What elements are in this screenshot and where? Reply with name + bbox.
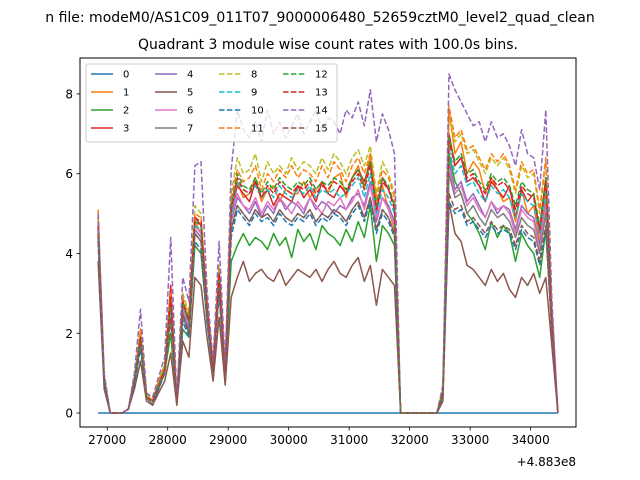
figure-suptitle: n file: modeM0/AS1C09_011T07_9000006480_… [45,10,594,26]
legend-label: 3 [123,124,129,135]
x-tick-label: 27000 [88,433,126,447]
y-axis-ticks: 0 2 4 6 8 [65,87,80,421]
x-tick-label: 33000 [451,433,489,447]
legend-label: 10 [251,106,264,117]
x-tick-label: 32000 [391,433,429,447]
series-line-15 [97,192,559,414]
plot-frame [79,57,577,428]
legend-label: 11 [251,124,264,135]
legend-label: 0 [123,70,129,81]
chart-title: Quadrant 3 module wise count rates with … [138,37,518,53]
plot-lines [97,73,559,414]
x-tick-label: 28000 [149,433,187,447]
legend-label: 5 [187,88,193,99]
y-tick-label: 6 [65,167,73,181]
x-tick-label: 31000 [330,433,368,447]
series-line-12 [97,137,559,414]
legend-label: 15 [315,124,328,135]
series-line-5 [97,200,559,414]
legend-label: 2 [123,106,129,117]
x-tick-label: 30000 [270,433,308,447]
x-offset-text: +4.883e8 [517,455,576,469]
legend-label: 4 [187,70,193,81]
y-tick-label: 0 [65,407,73,421]
y-tick-label: 4 [65,247,73,261]
y-tick-label: 8 [65,87,73,101]
x-tick-label: 34000 [512,433,550,447]
series-line-4 [97,160,559,414]
x-tick-label: 29000 [209,433,247,447]
legend-label: 9 [251,88,257,99]
y-tick-label: 2 [65,327,73,341]
legend-label: 1 [123,88,129,99]
x-axis-ticks: 27000 28000 29000 30000 31000 32000 33000 34000 [88,427,550,447]
legend-label: 6 [187,106,193,117]
legend-label: 12 [315,70,328,81]
legend-box [85,63,338,143]
legend-label: 13 [315,88,328,99]
legend-label: 7 [187,124,193,135]
legend-label: 14 [315,106,328,117]
legend-label: 8 [251,70,257,81]
series-line-10 [97,200,559,414]
